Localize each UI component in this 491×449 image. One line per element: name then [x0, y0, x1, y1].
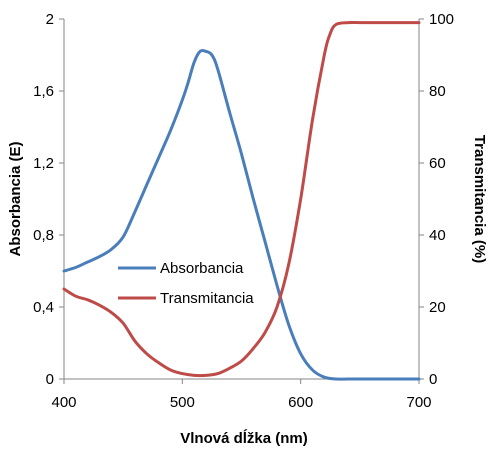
- legend: Absorbancia Transmitancia: [118, 260, 254, 307]
- y-right-tick-label: 20: [429, 299, 446, 316]
- series: [62, 20, 421, 381]
- y-right-tick-label: 80: [429, 83, 446, 100]
- y-right-axis-title: Transmitancia (%): [471, 135, 488, 263]
- y-left-tick-label: 0: [46, 371, 54, 388]
- y-left-axis-title: Absorbancia (E): [7, 141, 24, 256]
- y-right-tick-label: 60: [429, 155, 446, 172]
- transmitancia-line: [62, 20, 421, 378]
- y-left-tick-label: 1,6: [33, 83, 54, 100]
- legend-label-transmitancia: Transmitancia: [160, 290, 254, 307]
- x-axis-title: Vlnová dĺžka (nm): [180, 429, 308, 447]
- axes: [63, 19, 420, 380]
- y-left-tick-label: 0,8: [33, 227, 54, 244]
- legend-label-absorbancia: Absorbancia: [160, 260, 244, 277]
- y-right-tick-label: 0: [429, 371, 437, 388]
- y-left-tick-label: 1,2: [33, 155, 54, 172]
- x-tick-label: 500: [170, 394, 195, 411]
- y-left-tick-label: 0,4: [33, 299, 54, 316]
- x-tick-label: 700: [406, 394, 431, 411]
- y-right-tick-label: 100: [429, 11, 454, 28]
- x-tick-label: 400: [51, 394, 76, 411]
- x-tick-label: 600: [288, 394, 313, 411]
- y-right-tick-label: 40: [429, 227, 446, 244]
- y-left-tick-label: 2: [46, 11, 54, 28]
- absorbancia-line: [62, 48, 421, 381]
